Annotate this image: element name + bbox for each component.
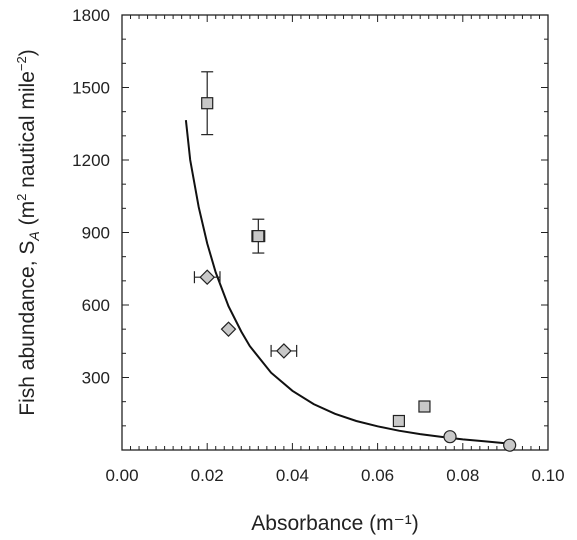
diamond-point bbox=[276, 343, 292, 359]
x-tick-label: 0.10 bbox=[531, 466, 564, 485]
y-axis-title-subscript: A bbox=[26, 231, 42, 241]
x-tick-label: 0.02 bbox=[191, 466, 224, 485]
error-bars bbox=[193, 71, 298, 357]
axis-ticks bbox=[121, 14, 549, 450]
plot-area bbox=[121, 14, 549, 452]
plot-frame bbox=[121, 14, 549, 451]
x-tick-labels: 0.00 0.02 0.04 0.06 0.08 0.10 bbox=[105, 466, 564, 485]
y-tick-label: 600 bbox=[82, 296, 110, 315]
y-axis-title-unit-mid: nautical mile bbox=[16, 71, 39, 194]
y-axis-title: Fish abundance, SA (m2 nautical mile−2) bbox=[14, 49, 42, 415]
diamond-point bbox=[220, 321, 237, 338]
square-point bbox=[252, 230, 265, 243]
x-tick-label: 0.06 bbox=[361, 466, 394, 485]
x-tick-label: 0.04 bbox=[276, 466, 309, 485]
circle-point bbox=[443, 430, 457, 444]
y-tick-label: 300 bbox=[82, 369, 110, 388]
y-tick-label: 900 bbox=[82, 224, 110, 243]
y-axis-title-unit-close: ) bbox=[16, 49, 39, 56]
square-point bbox=[418, 400, 431, 413]
diamond-point bbox=[199, 269, 216, 286]
x-tick-label: 0.00 bbox=[105, 466, 138, 485]
y-axis-title-prefix: Fish abundance, S bbox=[16, 241, 39, 416]
y-tick-label: 1500 bbox=[72, 79, 110, 98]
y-tick-labels: 300 600 900 1200 1500 1800 bbox=[72, 6, 110, 388]
fit-curve bbox=[184, 119, 506, 445]
x-axis-title: Absorbance (m⁻¹) bbox=[251, 512, 418, 535]
data-points bbox=[199, 97, 517, 452]
x-tick-label: 0.08 bbox=[446, 466, 479, 485]
y-axis-title-unit-sup2: −2 bbox=[14, 56, 29, 71]
y-axis-title-unit-sup: 2 bbox=[14, 194, 29, 201]
square-point bbox=[201, 97, 214, 110]
circle-point bbox=[503, 438, 517, 452]
square-point bbox=[392, 414, 405, 428]
y-tick-label: 1800 bbox=[72, 6, 110, 25]
y-axis-title-unit-open: (m bbox=[16, 201, 39, 231]
y-tick-label: 1200 bbox=[72, 151, 110, 170]
